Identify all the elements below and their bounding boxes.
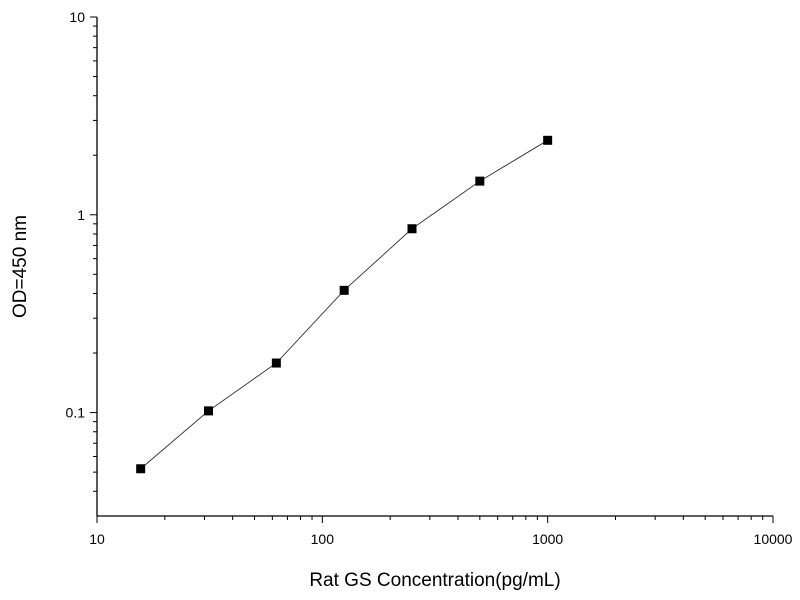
x-tick-label: 1000 xyxy=(532,531,563,547)
x-axis-title: Rat GS Concentration(pg/mL) xyxy=(309,570,560,591)
data-point xyxy=(339,285,349,295)
data-point xyxy=(271,358,281,368)
y-tick-label: 1 xyxy=(77,207,85,223)
plot-axes xyxy=(96,17,773,517)
data-point xyxy=(543,135,553,145)
x-tick-label: 100 xyxy=(311,531,335,547)
data-point xyxy=(407,224,417,234)
data-series xyxy=(136,135,553,474)
y-axis-title: OD=450 nm xyxy=(10,215,31,318)
series-line xyxy=(140,139,548,470)
data-point xyxy=(204,406,214,416)
x-tick-label: 10000 xyxy=(754,531,793,547)
y-tick-label: 10 xyxy=(69,9,85,25)
data-point xyxy=(136,464,146,474)
axis-ticks: 10 100 1000 10000 0.1 1 10 xyxy=(66,9,793,547)
y-tick-label: 0.1 xyxy=(66,405,86,421)
x-tick-label: 10 xyxy=(89,531,105,547)
data-point xyxy=(475,176,485,186)
